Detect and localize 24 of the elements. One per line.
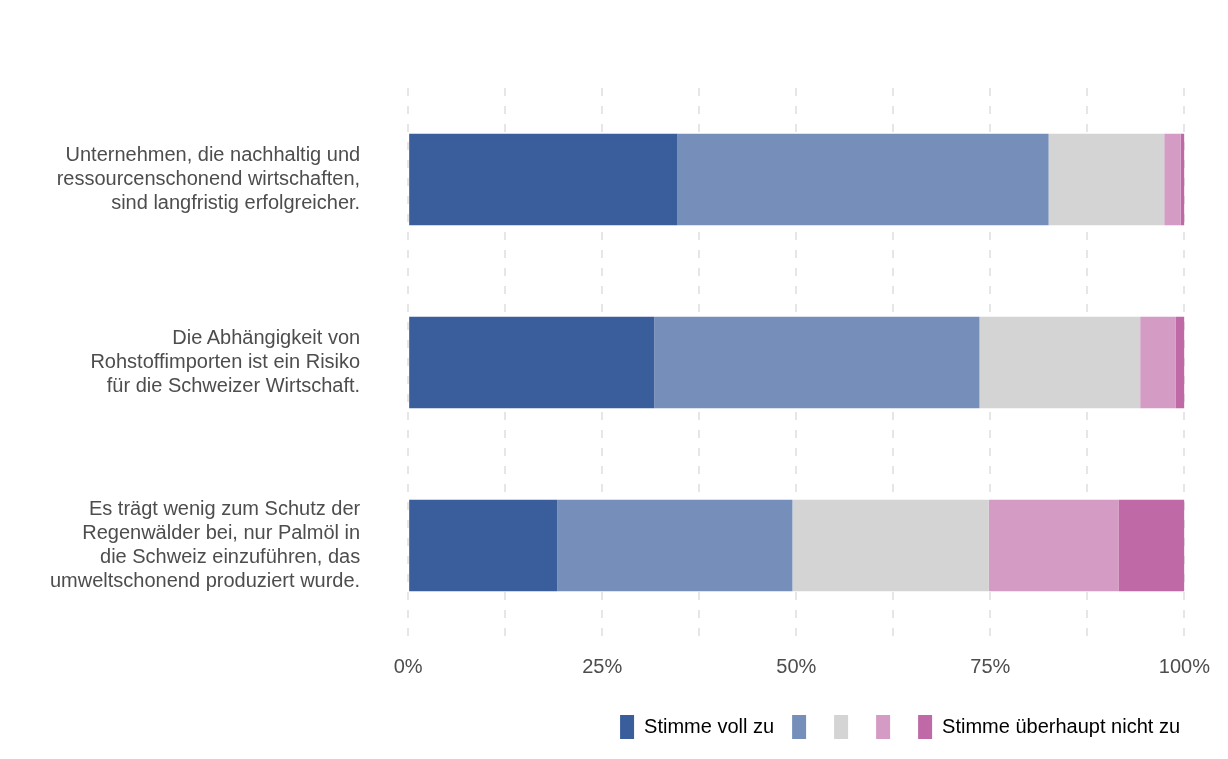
x-tick-label: 100% <box>1158 654 1211 677</box>
bar <box>409 499 558 592</box>
bar <box>1118 499 1185 592</box>
x-tick-label: 25% <box>582 654 623 677</box>
legend-label: Stimme voll zu <box>644 714 775 737</box>
bar <box>1164 133 1181 226</box>
y-tick-label: Die Abhängigkeit von Rohstoffimporten ist ein Risiko für die Schweizer Wirtschaft. <box>90 326 361 397</box>
legend-label: Stimme überhaupt nicht zu <box>942 714 1181 737</box>
x-tick-label: 0% <box>393 654 423 677</box>
bar <box>792 499 989 592</box>
bar <box>557 499 793 592</box>
bar <box>677 133 1049 226</box>
bar <box>1048 133 1165 226</box>
x-tick-label: 75% <box>970 654 1011 677</box>
bar <box>1175 316 1185 409</box>
bar <box>409 133 678 226</box>
y-tick-label: Es trägt wenig zum Schutz der Regenwälder bei, nur Palmöl in die Schweiz einzuführen, das umweltschonend produziert wurde. <box>49 497 361 592</box>
x-tick-label: 50% <box>776 654 817 677</box>
bar <box>409 316 655 409</box>
bar <box>1140 316 1176 409</box>
y-tick-label: Unternehmen, die nachhaltig und ressourcenschonend wirtschaften, sind langfristig erfolgreicher. <box>56 143 361 214</box>
bar <box>979 316 1141 409</box>
bar <box>654 316 980 409</box>
bar <box>988 499 1119 592</box>
